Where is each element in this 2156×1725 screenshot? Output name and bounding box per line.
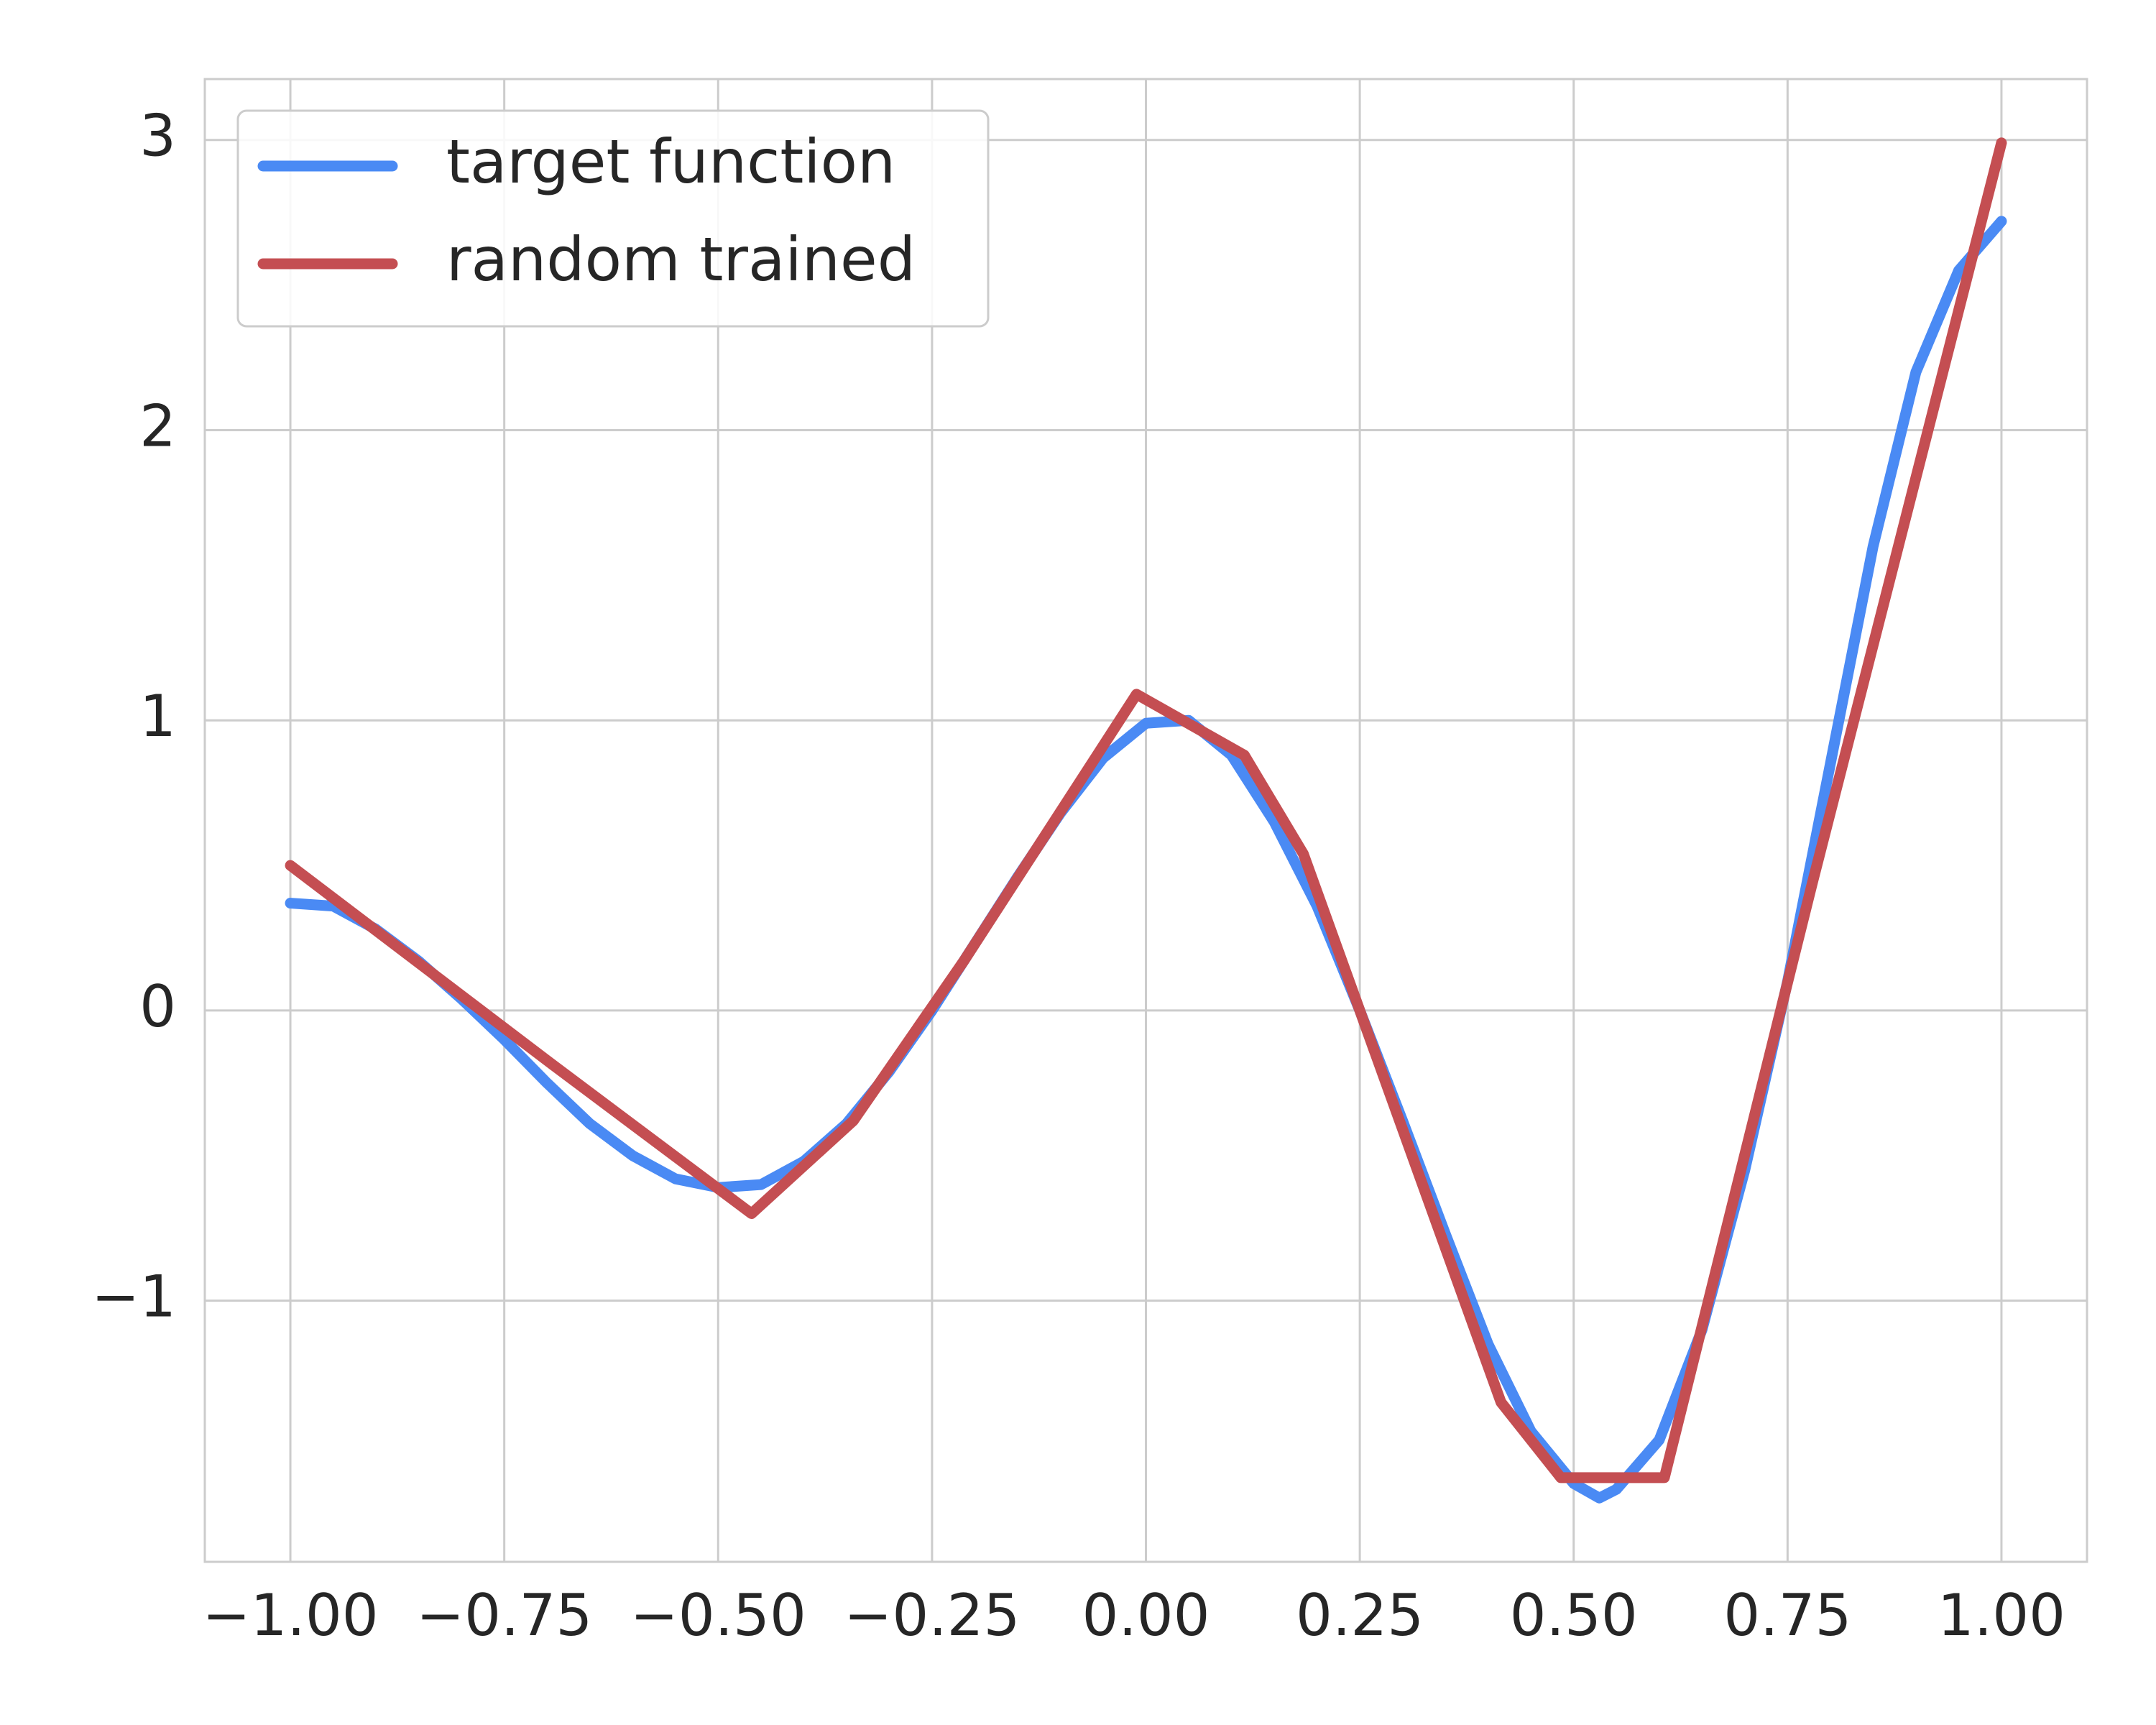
x-tick-label: 0.25	[1296, 1582, 1424, 1649]
x-tick-label: 0.50	[1510, 1582, 1638, 1649]
y-tick-label: 0	[139, 973, 176, 1040]
y-tick-label: 3	[139, 103, 176, 170]
legend-label: target function	[446, 126, 895, 197]
x-tick-label: 0.75	[1723, 1582, 1851, 1649]
legend-label: random trained	[446, 224, 916, 295]
y-tick-label: 2	[139, 392, 176, 459]
y-tick-label: −1	[91, 1264, 176, 1330]
plot-frame	[203, 78, 2088, 1563]
x-tick-label: 1.00	[1938, 1582, 2065, 1649]
x-tick-label: 0.00	[1082, 1582, 1210, 1649]
legend-box	[236, 109, 990, 328]
x-tick-label: −0.50	[630, 1582, 806, 1649]
x-tick-label: −0.25	[844, 1582, 1020, 1649]
y-tick-label: 1	[139, 683, 176, 750]
x-tick-label: −1.00	[202, 1582, 378, 1649]
legend: target function random trained	[236, 109, 990, 328]
line	[285, 137, 2007, 1484]
x-tick-label: −0.75	[416, 1582, 592, 1649]
